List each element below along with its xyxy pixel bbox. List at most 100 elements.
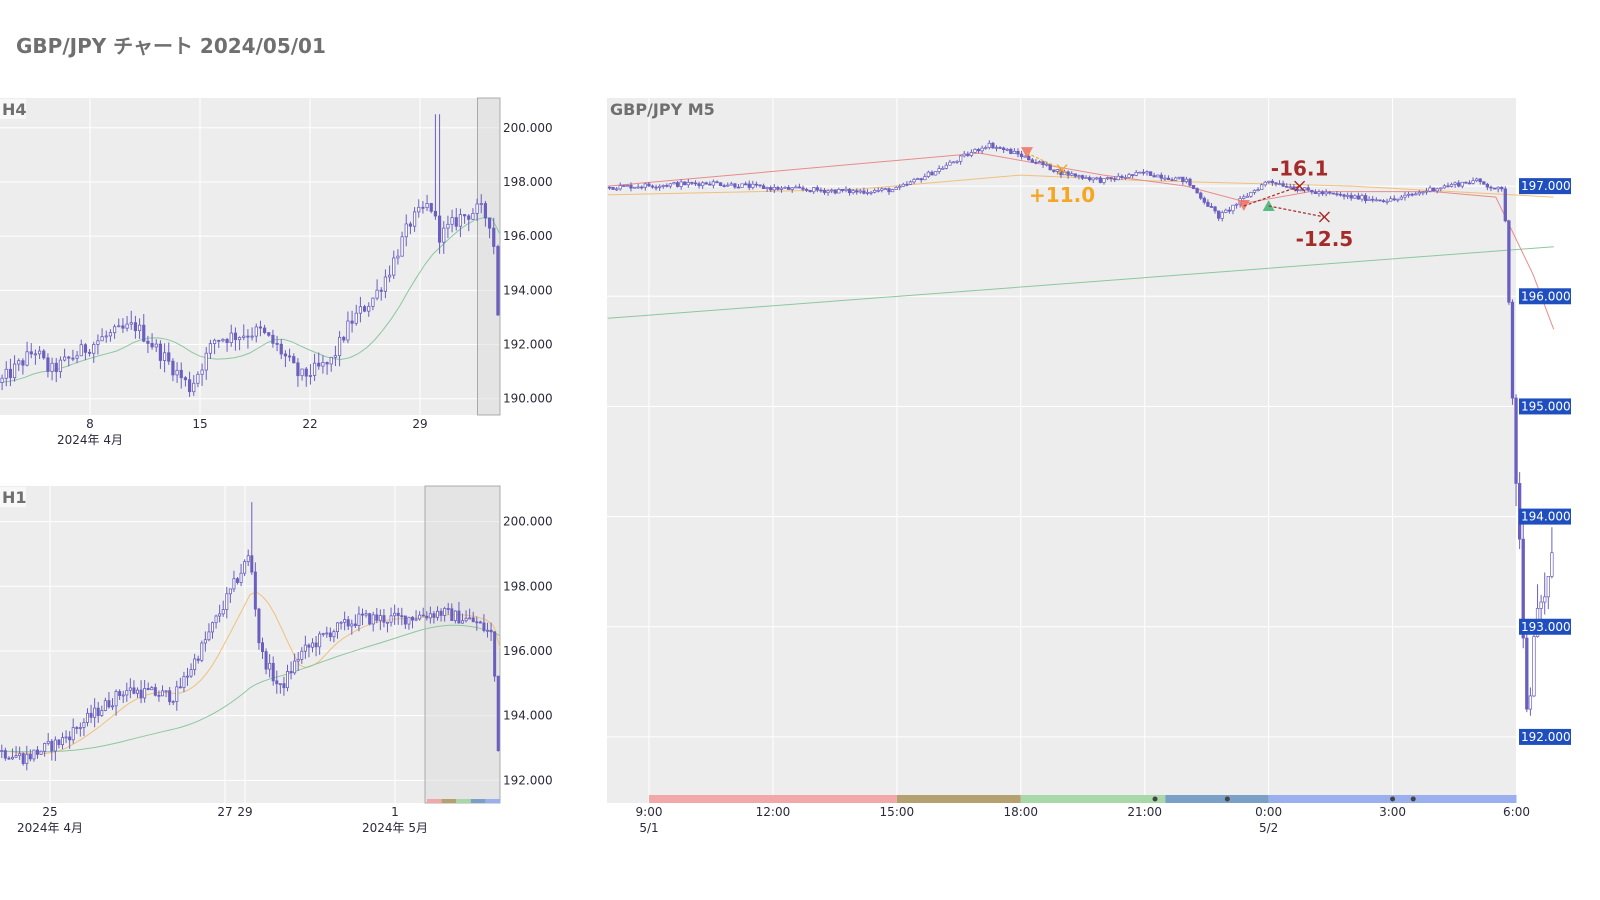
candle <box>428 613 432 619</box>
candle <box>153 687 157 696</box>
candle <box>146 688 150 691</box>
candle <box>178 686 182 689</box>
candle <box>32 749 36 760</box>
x-tick-label: 1 <box>391 805 399 819</box>
candle <box>354 312 358 324</box>
candle <box>368 613 372 625</box>
candle <box>204 352 208 371</box>
candle <box>479 203 483 205</box>
candle <box>797 186 802 189</box>
candle <box>1310 189 1314 193</box>
candle <box>200 369 204 375</box>
candle <box>657 185 662 188</box>
candle <box>1030 159 1034 163</box>
candle <box>50 362 54 372</box>
candle <box>187 379 192 393</box>
candle <box>193 658 197 670</box>
candle <box>353 623 357 627</box>
candle <box>1489 186 1493 189</box>
candle <box>726 184 730 187</box>
candle <box>160 690 164 697</box>
candle <box>858 190 862 193</box>
candle <box>1159 174 1163 179</box>
candle <box>733 183 737 188</box>
candle <box>1349 194 1353 199</box>
candle <box>1435 188 1439 192</box>
candle <box>96 340 100 345</box>
candle <box>400 236 404 257</box>
candle <box>0 750 4 752</box>
candle <box>1532 636 1536 697</box>
candle <box>367 305 371 312</box>
candle <box>343 619 347 623</box>
candle <box>296 658 300 662</box>
candle <box>108 332 113 337</box>
candle <box>61 737 65 746</box>
candle <box>21 753 25 764</box>
candle <box>708 183 712 186</box>
candle <box>250 555 254 573</box>
entry-marker <box>1020 147 1033 159</box>
candle <box>1338 193 1343 196</box>
candle <box>801 187 805 190</box>
candle <box>412 211 417 227</box>
candle <box>690 182 694 184</box>
moving-average-mid <box>0 591 501 755</box>
candle <box>1335 193 1339 196</box>
candle <box>1270 180 1275 184</box>
candle <box>75 727 79 729</box>
candle <box>28 753 32 760</box>
candle <box>471 617 475 623</box>
candle <box>632 186 637 189</box>
candle <box>640 186 644 189</box>
candle <box>450 608 454 621</box>
candle <box>869 191 873 194</box>
candle <box>378 615 382 621</box>
candle <box>1070 173 1074 176</box>
candle <box>375 614 379 621</box>
candle <box>129 322 133 325</box>
candle <box>987 142 991 148</box>
candle <box>1421 191 1425 194</box>
candle <box>1256 189 1260 191</box>
panel-label-bg <box>0 487 26 507</box>
candle <box>1485 183 1490 188</box>
candle <box>337 336 342 357</box>
candle <box>700 182 705 187</box>
candle <box>475 203 479 214</box>
candle <box>293 660 297 674</box>
candle <box>955 160 959 163</box>
candle <box>1134 172 1138 176</box>
candle <box>68 736 72 741</box>
candle <box>196 658 200 661</box>
x-tick-sublabel: 5/1 <box>639 821 658 835</box>
candle <box>1313 191 1318 195</box>
candle <box>439 610 443 616</box>
candle <box>1328 191 1332 194</box>
session-strip-segment <box>1020 795 1166 803</box>
candle <box>980 147 984 152</box>
x-tick-label: 18:00 <box>1003 805 1038 819</box>
candle <box>493 631 497 677</box>
candle <box>1510 301 1515 399</box>
candle <box>1263 181 1267 186</box>
candle <box>1503 188 1507 222</box>
candle <box>1252 189 1257 193</box>
panel-label: GBP/JPY M5 <box>610 100 715 119</box>
candle <box>253 571 257 610</box>
candle <box>18 753 22 757</box>
panel-h4: 200.000 198.000 196.000 194.000 192.000 190.0… <box>0 97 553 447</box>
trade-pnl-label: +11.0 <box>1029 183 1095 207</box>
candle <box>300 650 304 660</box>
candle <box>790 187 794 190</box>
candle <box>625 184 630 187</box>
candle <box>1446 185 1450 188</box>
candle <box>1206 201 1210 207</box>
candle <box>819 189 823 192</box>
candle <box>1001 147 1006 151</box>
candle <box>475 621 479 624</box>
candle <box>1274 182 1278 185</box>
candle <box>912 179 916 183</box>
candle <box>1396 198 1400 201</box>
candle <box>10 756 14 760</box>
